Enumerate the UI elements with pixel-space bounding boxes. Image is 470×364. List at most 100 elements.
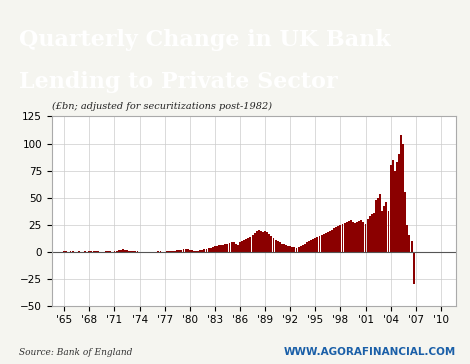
- Bar: [362, 222, 364, 252]
- Bar: [220, 245, 222, 252]
- Bar: [298, 247, 299, 252]
- Bar: [385, 202, 387, 252]
- Bar: [239, 242, 241, 252]
- Bar: [210, 248, 212, 252]
- Bar: [283, 244, 285, 252]
- Bar: [264, 230, 266, 252]
- Bar: [130, 250, 132, 252]
- Bar: [133, 251, 134, 252]
- Bar: [350, 220, 352, 252]
- Bar: [321, 235, 322, 252]
- Bar: [120, 250, 122, 252]
- Bar: [113, 251, 116, 252]
- Bar: [342, 224, 344, 252]
- Bar: [235, 244, 237, 252]
- Bar: [398, 154, 400, 252]
- Bar: [176, 250, 178, 252]
- Bar: [216, 246, 218, 252]
- Text: Quarterly Change in UK Bank: Quarterly Change in UK Bank: [19, 28, 391, 51]
- Bar: [316, 237, 318, 252]
- Bar: [348, 221, 350, 252]
- Bar: [218, 245, 220, 252]
- Bar: [182, 249, 184, 252]
- Bar: [302, 245, 304, 252]
- Bar: [329, 230, 331, 252]
- Bar: [392, 160, 394, 252]
- Bar: [384, 206, 385, 252]
- Bar: [323, 234, 325, 252]
- Bar: [327, 232, 329, 252]
- Bar: [237, 245, 239, 252]
- Bar: [337, 226, 339, 252]
- Bar: [291, 247, 293, 252]
- Bar: [231, 242, 233, 252]
- Bar: [310, 240, 312, 252]
- Bar: [141, 252, 142, 253]
- Bar: [122, 249, 124, 252]
- Bar: [402, 143, 404, 252]
- Bar: [262, 232, 264, 252]
- Bar: [178, 250, 180, 252]
- Bar: [197, 251, 199, 252]
- Bar: [354, 223, 356, 252]
- Bar: [258, 230, 260, 252]
- Bar: [333, 229, 335, 252]
- Bar: [319, 236, 321, 252]
- Bar: [270, 236, 272, 252]
- Bar: [214, 246, 216, 252]
- Bar: [128, 251, 130, 252]
- Bar: [289, 246, 291, 252]
- Bar: [205, 249, 207, 252]
- Bar: [247, 238, 249, 252]
- Bar: [358, 221, 360, 252]
- Bar: [388, 211, 390, 252]
- Text: Source: Bank of England: Source: Bank of England: [19, 348, 132, 357]
- Bar: [360, 220, 362, 252]
- Bar: [208, 248, 210, 252]
- Bar: [346, 222, 348, 252]
- Bar: [199, 250, 201, 252]
- Text: (£bn; adjusted for securitizations post-1982): (£bn; adjusted for securitizations post-…: [52, 102, 272, 111]
- Bar: [367, 219, 368, 252]
- Bar: [331, 230, 333, 252]
- Bar: [228, 243, 230, 252]
- Bar: [296, 248, 298, 252]
- Bar: [293, 248, 295, 252]
- Bar: [250, 237, 251, 252]
- Bar: [335, 228, 337, 252]
- Bar: [407, 225, 408, 252]
- Bar: [241, 241, 243, 252]
- Bar: [325, 233, 327, 252]
- Bar: [174, 250, 176, 252]
- Bar: [274, 240, 276, 252]
- Bar: [377, 198, 379, 252]
- Bar: [404, 192, 406, 252]
- Bar: [373, 213, 375, 252]
- Bar: [268, 234, 270, 252]
- Bar: [170, 251, 172, 252]
- Bar: [187, 249, 188, 252]
- Bar: [281, 244, 283, 252]
- Bar: [400, 135, 402, 252]
- Bar: [222, 245, 224, 252]
- Bar: [371, 214, 373, 252]
- Bar: [172, 251, 174, 252]
- Bar: [411, 241, 413, 252]
- Bar: [168, 251, 170, 252]
- Bar: [212, 247, 214, 252]
- Bar: [356, 222, 358, 252]
- Bar: [227, 244, 228, 252]
- Bar: [312, 239, 314, 252]
- Bar: [260, 230, 262, 252]
- Bar: [266, 232, 268, 252]
- Bar: [408, 236, 410, 252]
- Bar: [124, 250, 126, 252]
- Bar: [273, 238, 274, 252]
- Bar: [134, 251, 136, 252]
- Bar: [308, 241, 310, 252]
- Bar: [126, 250, 128, 252]
- Bar: [369, 216, 371, 252]
- Bar: [243, 240, 245, 252]
- Bar: [300, 246, 302, 252]
- Bar: [191, 250, 193, 252]
